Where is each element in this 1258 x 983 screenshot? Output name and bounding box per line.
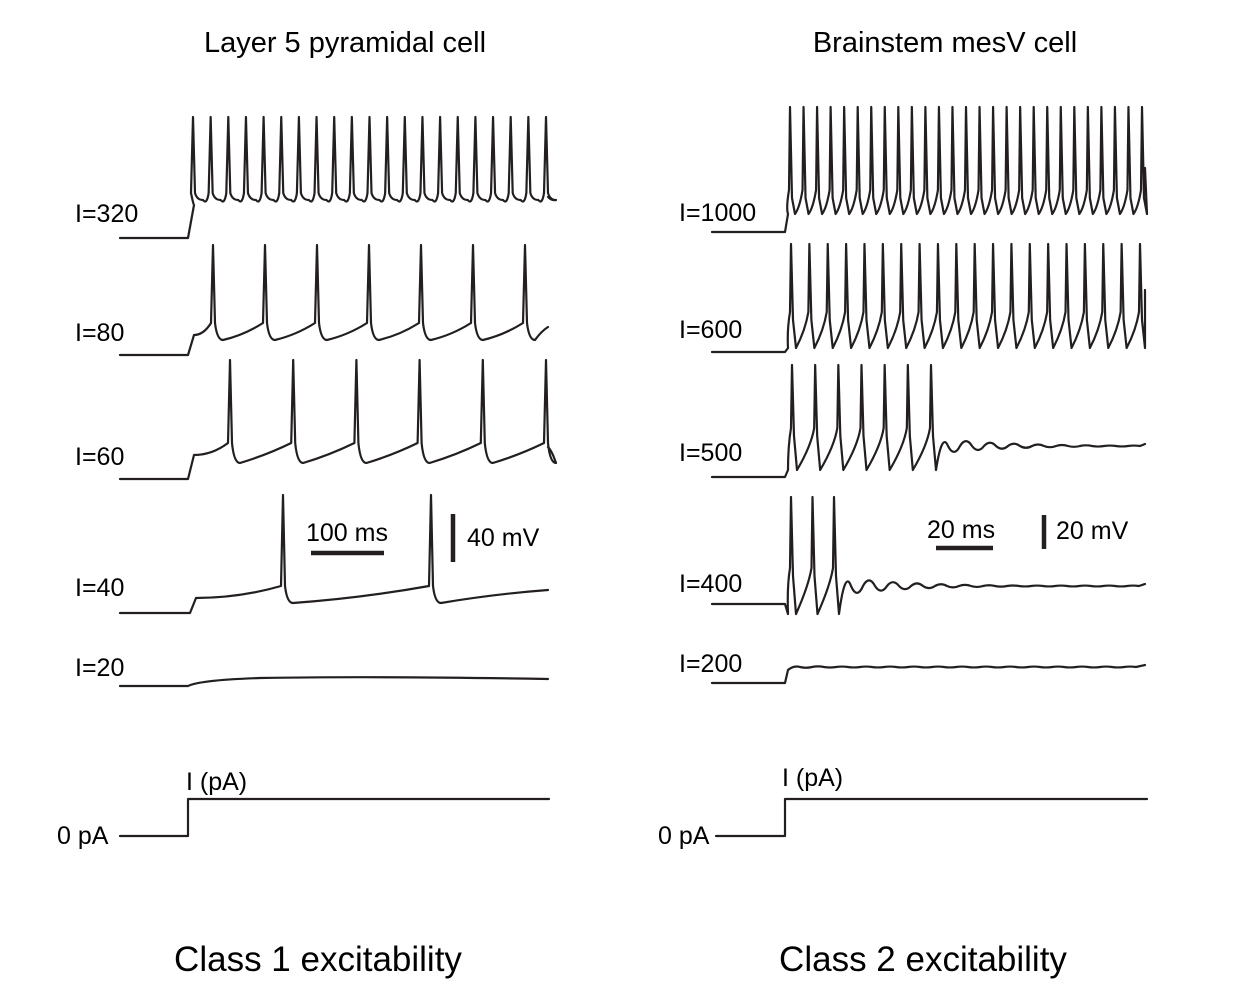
stimulus-label-right: I (pA) <box>782 764 843 792</box>
voltage-trace-r2 <box>710 242 1147 354</box>
time-scale-label-right: 20 ms <box>927 516 995 544</box>
class-label-right: Class 2 excitability <box>779 940 1067 979</box>
panel-right: Brainstem mesV cell I=1000 I=600 I=500 I… <box>658 27 1149 979</box>
stimulus-zero-label-left: 0 pA <box>57 822 109 850</box>
voltage-trace-r5 <box>710 663 1147 685</box>
voltage-scale-label-right: 20 mV <box>1056 517 1129 545</box>
voltage-trace-l2 <box>118 243 550 357</box>
trace-label-l1: I=320 <box>75 200 138 228</box>
voltage-scale-label-left: 40 mV <box>467 524 540 552</box>
trace-label-l5: I=20 <box>75 654 124 682</box>
trace-label-r3: I=500 <box>679 439 742 467</box>
stimulus-step-left <box>118 797 551 838</box>
trace-label-r2: I=600 <box>679 316 742 344</box>
stimulus-step-right <box>714 797 1149 838</box>
time-scale-label-left: 100 ms <box>306 519 388 547</box>
trace-label-r4: I=400 <box>679 570 742 598</box>
stimulus-label-left: I (pA) <box>186 768 247 796</box>
stimulus-zero-label-right: 0 pA <box>658 822 710 850</box>
trace-label-l3: I=60 <box>75 443 124 471</box>
panel-left-title: Layer 5 pyramidal cell <box>204 27 486 59</box>
trace-label-r1: I=1000 <box>679 199 756 227</box>
class-label-left: Class 1 excitability <box>174 940 462 979</box>
voltage-trace-r4 <box>710 495 1147 616</box>
panel-left: Layer 5 pyramidal cell I=320 I=80 I=60 I… <box>57 27 558 979</box>
trace-label-l2: I=80 <box>75 319 124 347</box>
voltage-trace-r3 <box>710 363 1147 479</box>
voltage-trace-r1 <box>710 105 1149 234</box>
voltage-trace-l3 <box>118 358 558 481</box>
voltage-trace-l5 <box>118 676 550 688</box>
voltage-trace-l1 <box>118 115 558 240</box>
trace-label-l4: I=40 <box>75 574 124 602</box>
trace-label-r5: I=200 <box>679 650 742 678</box>
panel-right-title: Brainstem mesV cell <box>813 27 1077 59</box>
voltage-trace-l4 <box>118 493 550 615</box>
